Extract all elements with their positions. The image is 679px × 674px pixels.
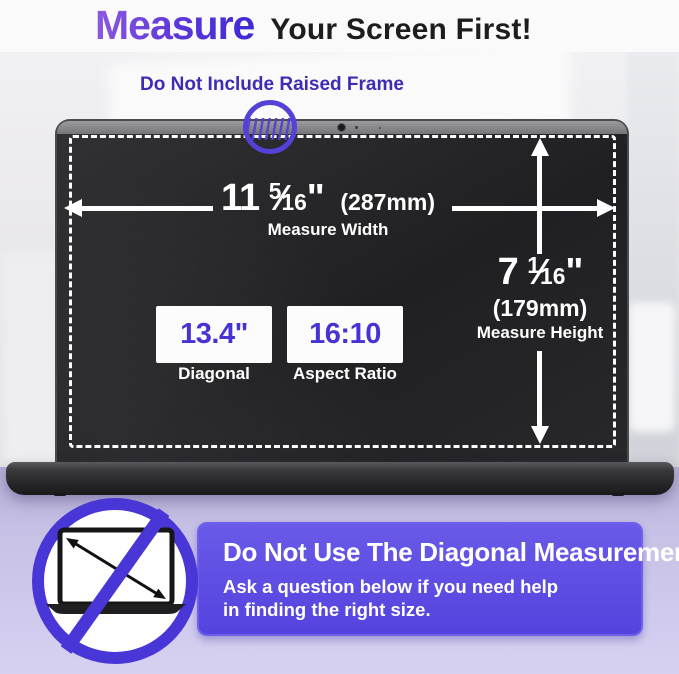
inch-mark: " — [306, 177, 325, 219]
microphone-dot-icon — [379, 127, 381, 129]
title-rest-text: Your Screen First! — [270, 13, 532, 46]
width-label: Measure Width — [267, 219, 389, 239]
warning-banner: Do Not Use The Diagonal Measurement Ask … — [197, 522, 679, 636]
webcam-icon — [338, 124, 345, 131]
aspect-ratio-label: Aspect Ratio — [293, 364, 397, 383]
height-measurement: 7 1⁄16 " (179mm) Measure Height — [455, 251, 625, 343]
width-fraction: 5⁄16 — [268, 177, 307, 218]
laptop-foot — [54, 493, 66, 496]
height-arrow-line — [537, 156, 542, 254]
width-mm-value: (287mm) — [340, 189, 435, 215]
height-mm-value: (179mm) — [492, 294, 588, 321]
width-arrowhead-left — [64, 199, 82, 217]
height-label: Measure Height — [476, 322, 604, 342]
width-arrowhead-right — [597, 199, 615, 217]
warning-body: Ask a question below if you need help in… — [223, 576, 559, 620]
raised-frame-highlight-icon — [243, 100, 297, 154]
background-shape — [629, 302, 675, 432]
height-fraction: 1⁄16 — [527, 251, 566, 292]
height-arrowhead-down — [531, 426, 549, 444]
height-value: 7 1⁄16 " — [455, 251, 625, 293]
page-title: Measure Your Screen First! — [95, 2, 532, 49]
inch-mark: " — [565, 251, 583, 293]
laptop-screen — [55, 119, 629, 464]
crossed-circle-laptop-icon — [32, 498, 198, 664]
height-arrow-line — [537, 351, 542, 426]
width-arrow-line — [80, 206, 213, 211]
title-accent-word: Measure — [95, 2, 255, 48]
background-shape — [0, 252, 62, 468]
diagonal-label: Diagonal — [178, 364, 250, 383]
laptop-foot — [612, 493, 624, 496]
aspect-ratio-value-box: 16:10 — [287, 306, 403, 363]
width-value: 11 5⁄16 " (287mm) — [203, 177, 453, 219]
diagonal-value-box: 13.4" — [156, 306, 272, 363]
header-band — [0, 0, 679, 52]
webcam-led-icon — [355, 126, 358, 129]
height-arrowhead-up — [531, 138, 549, 156]
laptop-base — [6, 462, 674, 496]
width-measurement: 11 5⁄16 " (287mm) Measure Width — [203, 177, 453, 240]
measure-area-dashed-border — [69, 135, 616, 448]
warning-heading: Do Not Use The Diagonal Measurement — [223, 537, 679, 567]
hatch-pattern — [248, 118, 292, 140]
width-whole: 11 — [220, 177, 260, 219]
screen-sheen — [57, 121, 627, 462]
raised-frame-note: Do Not Include Raised Frame — [140, 74, 404, 95]
width-arrow-line — [452, 206, 598, 211]
no-diagonal-icon — [26, 496, 204, 666]
laptop-top-bezel — [57, 121, 627, 134]
height-whole: 7 — [497, 251, 519, 293]
